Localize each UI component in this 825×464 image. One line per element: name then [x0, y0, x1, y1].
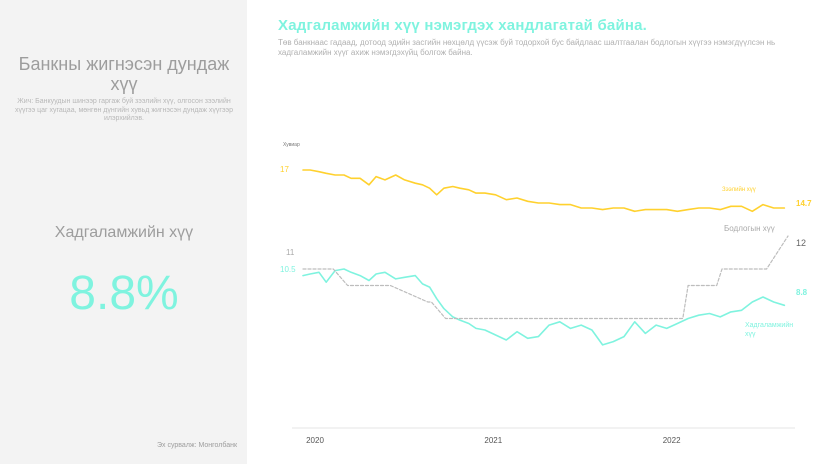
y-axis-label: Хувиар: [283, 142, 300, 148]
loan-start-label: 17: [280, 165, 289, 174]
loan-end-label: 14.7: [796, 199, 812, 208]
summary-title: Банкны жигнэсэн дундаж хүү: [18, 54, 230, 94]
policy-series-name: Бодлогын хүү: [724, 224, 775, 233]
deposit-end-label: 8.8: [796, 288, 808, 297]
source-note: Эх сурвалж: Монголбанк: [157, 442, 238, 449]
chart-title: Хадгаламжийн хүү нэмэгдэх хандлагатай ба…: [278, 17, 648, 34]
x-tick-label-2020: 2020: [306, 436, 324, 445]
policy-end-label: 12: [796, 238, 806, 248]
deposit-series-name: Хадгаламжийн хүү: [745, 321, 793, 338]
series-line-policy: [302, 235, 789, 320]
deposit-start-label: 10.5: [280, 265, 296, 274]
series-line-loan: [302, 169, 786, 213]
metric-value: 8.8%: [69, 267, 179, 320]
series-line-deposit: [302, 268, 786, 346]
summary-description: Жич: Банкуудын шинээр гаргаж буй зээлийн…: [14, 98, 234, 122]
loan-series-name: Зээлийн хүү: [722, 186, 756, 193]
x-tick-label-2021: 2021: [484, 436, 502, 445]
metric-label: Хадгаламжийн хүү: [54, 224, 194, 241]
policy-start-label: 11: [286, 248, 295, 257]
summary-panel: Банкны жигнэсэн дундаж хүү Жич: Банкууды…: [0, 0, 247, 464]
chart-subtitle: Төв банкнаас гадаад, дотоод эдийн засгий…: [278, 38, 776, 57]
x-tick-label-2022: 2022: [663, 436, 681, 445]
